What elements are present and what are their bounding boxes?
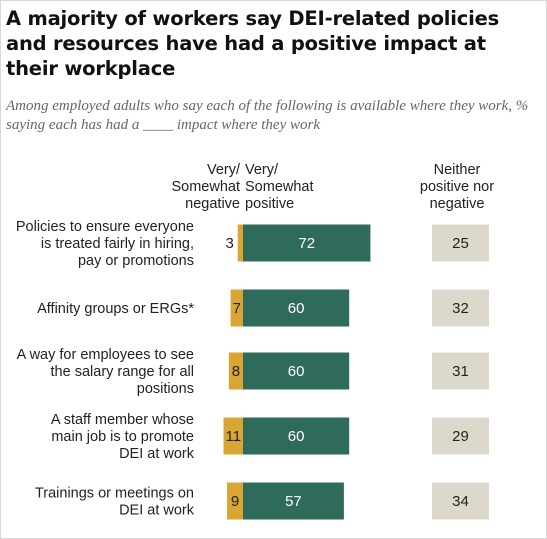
box-neither — [432, 417, 489, 455]
value-label-neither: 25 — [452, 235, 469, 252]
value-label-positive: 60 — [288, 300, 305, 317]
value-label-negative: 11 — [225, 428, 241, 445]
value-label-negative: 7 — [233, 300, 241, 317]
bar-positive — [243, 289, 350, 327]
bar-positive — [243, 482, 344, 520]
bar-positive — [243, 224, 371, 262]
column-header-negative: Very/Somewhat negative — [171, 162, 240, 212]
value-label-negative: 9 — [231, 493, 239, 510]
value-label-neither: 31 — [452, 363, 469, 380]
chart-title: A majority of workers say DEI-related po… — [6, 7, 500, 80]
category-label: Trainings or meetings on DEI at work — [35, 486, 195, 519]
value-label-positive: 72 — [298, 235, 315, 252]
column-header-positive: Very/Somewhat positive — [245, 162, 314, 212]
category-label: Affinity groups or ERGs* — [37, 301, 194, 317]
value-label-negative: 8 — [232, 363, 240, 380]
bar-negative — [230, 289, 243, 327]
value-label-positive: 60 — [288, 428, 305, 445]
category-label: A staff member whose main job is to promo… — [51, 412, 195, 462]
value-label-positive: 57 — [285, 493, 302, 510]
bar-positive — [243, 352, 350, 390]
value-label-neither: 34 — [452, 493, 469, 510]
bar-negative — [227, 482, 243, 520]
bar-negative — [228, 352, 243, 390]
bar-negative — [223, 417, 243, 455]
chart-subtitle: Among employed adults who say each of th… — [6, 98, 529, 133]
box-neither — [432, 224, 489, 262]
value-label-neither: 29 — [452, 428, 469, 445]
value-label-positive: 60 — [288, 363, 305, 380]
bar-negative — [237, 224, 243, 262]
box-neither — [432, 289, 489, 327]
column-header-neither: Neither positive nor negative — [419, 162, 495, 212]
category-label: A way for employees to see the salary ran… — [17, 347, 194, 397]
box-neither — [432, 352, 489, 390]
category-label: Policies to ensure everyone is treated fa… — [16, 219, 194, 269]
value-label-negative: 3 — [226, 235, 234, 252]
box-neither — [432, 482, 489, 520]
value-label-neither: 32 — [452, 300, 469, 317]
bar-positive — [243, 417, 350, 455]
